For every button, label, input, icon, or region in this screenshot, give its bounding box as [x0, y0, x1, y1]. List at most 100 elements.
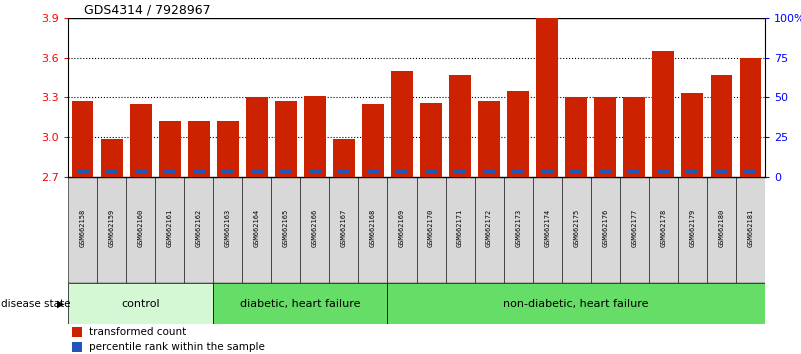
Bar [739, 57, 761, 177]
Bar [599, 169, 611, 173]
Bar [275, 101, 296, 177]
Bar [744, 169, 756, 173]
Bar [710, 75, 732, 177]
Text: GSM662167: GSM662167 [341, 209, 347, 247]
Bar [541, 169, 553, 173]
Bar [653, 51, 674, 177]
Bar [628, 169, 640, 173]
Text: non-diabetic, heart failure: non-diabetic, heart failure [504, 298, 649, 309]
Text: GSM662160: GSM662160 [138, 209, 143, 247]
Bar [474, 177, 504, 283]
Bar [590, 177, 620, 283]
Bar [533, 177, 562, 283]
Bar [620, 177, 649, 283]
Bar [106, 169, 118, 173]
Text: GSM662161: GSM662161 [167, 209, 173, 247]
Bar [658, 169, 670, 173]
Bar [68, 283, 213, 324]
Text: GSM662176: GSM662176 [602, 209, 608, 247]
Text: GSM662163: GSM662163 [225, 209, 231, 247]
Text: transformed count: transformed count [89, 327, 187, 337]
Bar [507, 91, 529, 177]
Bar [570, 169, 582, 173]
Text: GSM662164: GSM662164 [254, 209, 260, 247]
Text: GSM662170: GSM662170 [428, 209, 434, 247]
Bar [478, 101, 500, 177]
Text: GSM662166: GSM662166 [312, 209, 318, 247]
Bar [417, 177, 445, 283]
Bar [333, 138, 355, 177]
Text: GSM662174: GSM662174 [544, 209, 550, 247]
Text: GSM662159: GSM662159 [109, 209, 115, 247]
Bar [512, 169, 524, 173]
Bar [362, 104, 384, 177]
Bar [649, 177, 678, 283]
Bar [300, 177, 329, 283]
Bar [188, 121, 210, 177]
Bar [72, 101, 94, 177]
Bar [304, 96, 326, 177]
Bar [135, 169, 147, 173]
Bar [678, 177, 706, 283]
Bar [483, 169, 495, 173]
Text: GSM662175: GSM662175 [574, 209, 579, 247]
Bar [130, 104, 151, 177]
Bar [449, 75, 471, 177]
Bar [213, 283, 388, 324]
Text: diabetic, heart failure: diabetic, heart failure [240, 298, 360, 309]
Bar [594, 97, 616, 177]
Bar [217, 121, 239, 177]
Bar [71, 342, 82, 353]
Bar [359, 177, 388, 283]
Bar [715, 169, 727, 173]
Bar [706, 177, 736, 283]
Text: GSM662171: GSM662171 [457, 209, 463, 247]
Text: GSM662165: GSM662165 [283, 209, 289, 247]
Bar [184, 177, 213, 283]
Bar [222, 169, 234, 173]
Bar [309, 169, 321, 173]
Bar [97, 177, 127, 283]
Text: GSM662168: GSM662168 [370, 209, 376, 247]
Bar [163, 169, 175, 173]
Bar [242, 177, 272, 283]
Bar [736, 177, 765, 283]
Text: control: control [122, 298, 160, 309]
Bar [396, 169, 408, 173]
Bar [272, 177, 300, 283]
Bar [445, 177, 474, 283]
Bar [388, 177, 417, 283]
Bar [421, 103, 442, 177]
Bar [454, 169, 466, 173]
Bar [77, 169, 89, 173]
Text: GSM662158: GSM662158 [79, 209, 86, 247]
Bar [71, 327, 82, 337]
Bar [537, 18, 558, 177]
Bar [425, 169, 437, 173]
Bar [566, 97, 587, 177]
Bar [562, 177, 590, 283]
Text: GSM662173: GSM662173 [515, 209, 521, 247]
Bar [127, 177, 155, 283]
Text: GSM662169: GSM662169 [399, 209, 405, 247]
Bar [682, 93, 703, 177]
Text: percentile rank within the sample: percentile rank within the sample [89, 342, 265, 352]
Text: ▶: ▶ [57, 298, 64, 309]
Bar [280, 169, 292, 173]
Text: GSM662179: GSM662179 [690, 209, 695, 247]
Bar [686, 169, 698, 173]
Text: GSM662180: GSM662180 [718, 209, 724, 247]
Bar [68, 177, 97, 283]
Bar [338, 169, 350, 173]
Text: GSM662178: GSM662178 [660, 209, 666, 247]
Bar [251, 169, 263, 173]
Bar [391, 71, 413, 177]
Bar [367, 169, 379, 173]
Bar [504, 177, 533, 283]
Text: disease state: disease state [1, 298, 70, 309]
Text: GSM662181: GSM662181 [747, 209, 754, 247]
Bar [246, 97, 268, 177]
Bar [213, 177, 242, 283]
Bar [101, 138, 123, 177]
Bar [388, 283, 765, 324]
